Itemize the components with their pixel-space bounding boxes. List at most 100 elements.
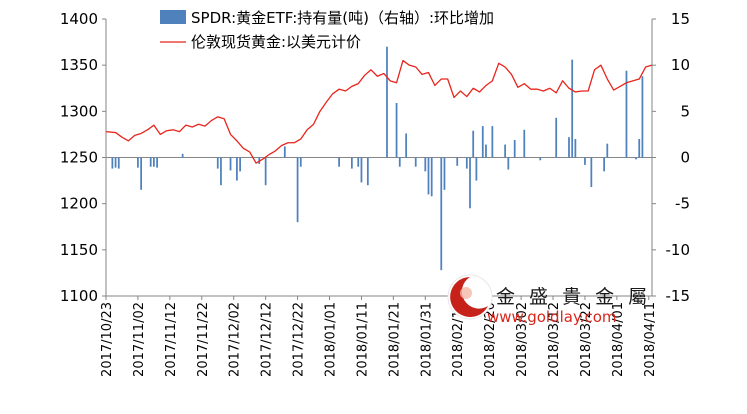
x-tick-label: 2017/12/12 (260, 302, 275, 377)
x-tick-label: 2017/11/22 (196, 302, 211, 377)
bar-mark (360, 157, 363, 183)
bar-mark (239, 157, 241, 172)
bar-mark (456, 157, 459, 166)
bar-mark (181, 153, 184, 158)
bar-mark (638, 139, 641, 158)
bar-mark (555, 117, 558, 158)
left-y-axis: 1100 1150 1200 1250 1300 1350 1400 (60, 10, 106, 305)
bar-mark (283, 146, 286, 158)
bar-mark (137, 157, 139, 168)
bar-mark (485, 144, 487, 158)
x-tick-label: 2018/03/22 (579, 302, 594, 377)
bar-series (111, 46, 644, 271)
bar-mark (472, 130, 475, 158)
bar-mark (156, 157, 158, 168)
x-tick-label: 2018/01/01 (324, 302, 339, 377)
bar-mark (236, 157, 238, 181)
right-tick-label: 5 (680, 102, 690, 120)
bar-mark (603, 157, 605, 172)
right-tick-label: 10 (671, 56, 690, 74)
right-tick-label: -10 (666, 241, 691, 259)
x-axis: 2017/10/23 2017/11/02 2017/11/12 2017/11/22… (100, 296, 658, 377)
bar-mark (606, 143, 609, 158)
x-tick-label: 2017/12/02 (228, 302, 243, 377)
bar-mark (296, 157, 299, 223)
x-tick-label: 2018/04/11 (643, 302, 658, 377)
bar-mark (491, 126, 494, 158)
bar-mark (590, 157, 593, 188)
watermark: 金 盛 貴 金 屬 www.goldlay.com (447, 274, 651, 326)
x-tick-label: 2018/02/20 (483, 302, 498, 377)
bar-mark (481, 126, 484, 158)
left-tick-label: 1400 (60, 10, 98, 28)
bar-mark (465, 157, 468, 169)
bar-mark (475, 157, 478, 181)
bar-mark (513, 139, 516, 158)
legend-bar-swatch (160, 10, 186, 24)
bar-mark (338, 157, 340, 167)
bar-mark (641, 76, 644, 158)
left-tick-label: 1150 (60, 241, 98, 259)
right-tick-label: 0 (680, 149, 690, 167)
bar-mark (357, 157, 360, 167)
bar-mark (395, 103, 398, 158)
left-tick-label: 1350 (60, 56, 98, 74)
x-tick-label: 2018/04/01 (611, 302, 626, 377)
bar-mark (443, 157, 446, 190)
bar-mark (153, 157, 155, 167)
right-tick-label: -15 (666, 287, 691, 305)
bar-mark (117, 157, 120, 169)
x-tick-label: 2018/01/11 (355, 302, 370, 377)
right-y-axis: -15 -10 -5 0 5 10 15 (652, 10, 690, 305)
bar-mark (427, 157, 430, 195)
bar-mark (229, 157, 232, 171)
bar-mark (264, 157, 267, 186)
x-tick-label: 2018/01/21 (387, 302, 402, 377)
bar-mark (114, 157, 117, 168)
bar-mark (504, 144, 506, 158)
bar-mark (440, 157, 443, 271)
brand-name: 金 盛 貴 金 屬 (496, 286, 651, 308)
bar-mark (350, 157, 353, 169)
x-tick-label: 2018/01/31 (419, 302, 434, 377)
bar-mark (414, 157, 417, 167)
bar-mark (568, 137, 570, 158)
brand-url: www.goldlay.com (487, 308, 617, 326)
bar-mark (584, 157, 586, 165)
bar-mark (149, 157, 152, 167)
right-tick-label: 15 (671, 10, 690, 28)
plot-frame (105, 19, 653, 297)
x-tick-label: 2017/12/22 (292, 302, 307, 377)
bar-mark (220, 157, 222, 186)
left-tick-label: 1200 (60, 195, 98, 213)
legend-line-label: 伦敦现货黄金:以美元计价 (191, 33, 361, 51)
bar-mark (635, 157, 637, 160)
gold-price-line (105, 59, 653, 164)
bar-mark (398, 157, 401, 167)
x-tick-label: 2017/11/02 (132, 302, 147, 377)
x-tick-label: 2018/03/12 (547, 302, 562, 377)
bar-mark (111, 157, 114, 169)
bar-mark (299, 157, 302, 167)
bar-mark (469, 157, 471, 209)
brand-logo-icon (447, 274, 493, 320)
bar-mark (424, 157, 427, 172)
bar-mark (539, 157, 542, 161)
legend: SPDR:黄金ETF:持有量(吨)（右轴）:环比增加 伦敦现货黄金:以美元计价 (160, 9, 494, 51)
left-tick-label: 1100 (60, 287, 98, 305)
right-tick-label: -5 (675, 195, 690, 213)
left-tick-label: 1300 (60, 102, 98, 120)
bar-mark (366, 157, 369, 186)
bar-mark (523, 129, 526, 158)
bar-mark (386, 46, 388, 158)
x-tick-label: 2018/02/10 (451, 302, 466, 377)
x-tick-label: 2017/11/12 (164, 302, 179, 377)
bar-mark (574, 139, 577, 158)
bar-mark (430, 157, 433, 197)
x-tick-label: 2018/03/02 (515, 302, 530, 377)
x-tick-label: 2017/10/23 (100, 302, 115, 377)
bar-mark (571, 59, 574, 158)
bar-mark (507, 157, 510, 170)
